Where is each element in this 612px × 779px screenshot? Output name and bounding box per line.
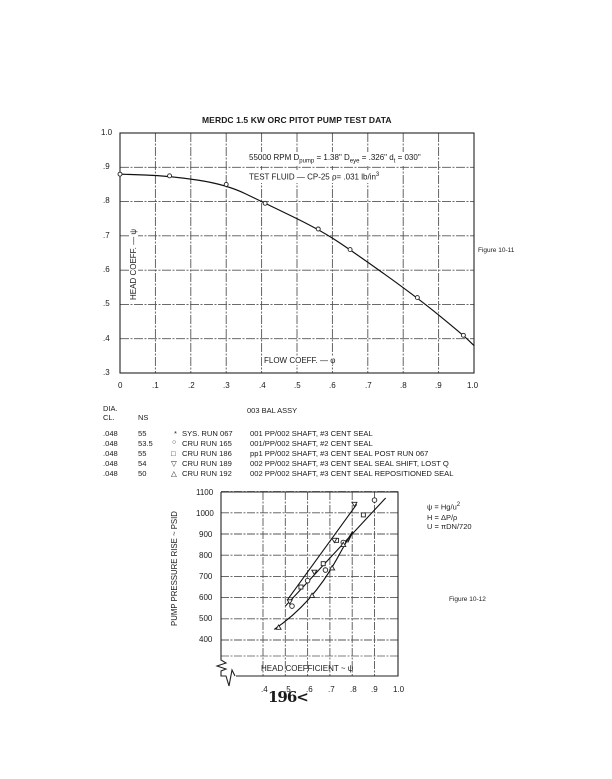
chart-title: MERDC 1.5 KW ORC PITOT PUMP TEST DATA xyxy=(202,115,392,125)
legend-header-cl: CL. xyxy=(103,413,115,422)
x-tick: .9 xyxy=(371,685,378,694)
handwritten-page-number: 196< xyxy=(268,688,309,706)
square-marker-icon xyxy=(320,561,326,567)
triangle-marker-icon xyxy=(308,592,316,598)
y-tick: .5 xyxy=(103,299,110,308)
y-tick: 500 xyxy=(199,614,213,623)
legend-header-dia: DIA. xyxy=(103,404,118,413)
formula-u: U = πDN/720 xyxy=(427,522,472,531)
legend-header-ns: NS xyxy=(138,413,149,422)
down-triangle-marker-icon xyxy=(286,599,294,606)
fit-line-circle xyxy=(284,497,387,607)
y-tick: .3 xyxy=(103,368,110,377)
down-triangle-marker-icon: ▽ xyxy=(171,459,177,468)
pump-spec-annotation: 55000 RPM Dpump = 1.38" Deye = .326" dt … xyxy=(246,152,424,166)
square-marker-icon xyxy=(360,512,366,518)
upper-x-axis-label: FLOW COEFF. — φ xyxy=(262,356,338,365)
triangle-marker-icon xyxy=(328,564,336,571)
data-point-marker xyxy=(315,226,321,232)
circle-marker-icon xyxy=(371,497,378,503)
x-tick: .8 xyxy=(350,685,357,694)
figure-10-11-label: Figure 10-11 xyxy=(478,247,515,254)
x-tick: .6 xyxy=(306,685,313,694)
down-triangle-marker-icon xyxy=(351,501,358,508)
circle-marker-icon xyxy=(322,567,329,573)
y-tick: .9 xyxy=(103,162,110,171)
circle-marker-icon xyxy=(304,577,311,584)
asterisk-marker-icon: * xyxy=(174,429,177,438)
data-point-marker xyxy=(167,173,173,179)
test-fluid-annotation: TEST FLUID — CP-25 ρ= .031 lb/in3 xyxy=(246,171,383,183)
x-tick: .8 xyxy=(400,381,407,390)
triangle-marker-icon xyxy=(339,541,347,548)
square-marker-icon: □ xyxy=(171,449,176,458)
fit-curve-triangle xyxy=(273,531,353,630)
x-tick: 1.0 xyxy=(393,685,405,694)
data-point-marker xyxy=(262,200,268,206)
y-tick: 400 xyxy=(199,635,213,644)
x-tick: 0 xyxy=(118,381,123,390)
down-triangle-marker-icon xyxy=(331,537,338,544)
formula-h: H = ΔP/ρ xyxy=(427,513,458,522)
legend-header-assy: 003 BAL ASSY xyxy=(247,406,298,415)
data-point-marker xyxy=(223,181,229,187)
plot-border xyxy=(221,491,399,677)
axis-break-icon xyxy=(215,492,236,687)
circle-marker-icon: ○ xyxy=(172,439,177,446)
triangle-marker-icon xyxy=(275,624,282,630)
y-tick: 1000 xyxy=(196,509,214,518)
y-tick: .7 xyxy=(103,231,110,240)
y-tick: 1.0 xyxy=(101,128,113,137)
data-point-marker xyxy=(414,295,420,301)
triangle-marker-icon: △ xyxy=(171,469,177,478)
x-tick: .5 xyxy=(284,685,291,694)
x-tick: .7 xyxy=(365,381,372,390)
x-tick: .2 xyxy=(188,381,195,390)
y-tick: .6 xyxy=(103,265,110,274)
x-tick: 1.0 xyxy=(467,381,479,390)
down-triangle-marker-icon xyxy=(311,569,318,576)
y-tick: 700 xyxy=(199,572,213,581)
y-tick: 1100 xyxy=(196,488,214,497)
circle-marker-icon xyxy=(289,603,295,609)
y-tick: 600 xyxy=(199,593,213,602)
x-tick: .9 xyxy=(435,381,442,390)
x-tick: .4 xyxy=(261,685,268,694)
fit-line-down-triangle xyxy=(287,503,358,601)
y-tick: .8 xyxy=(103,196,110,205)
data-point-marker xyxy=(117,171,123,177)
data-point-marker xyxy=(347,247,353,253)
figure-10-12-label: Figure 10-12 xyxy=(449,596,486,603)
formula-psi: ψ = Hg/u2 xyxy=(427,502,461,512)
data-point-marker xyxy=(460,332,466,338)
y-tick: 800 xyxy=(199,551,213,560)
x-tick: .1 xyxy=(152,381,159,390)
x-tick: .5 xyxy=(294,381,301,390)
x-tick: .3 xyxy=(223,381,230,390)
plot-border xyxy=(119,132,475,374)
square-marker-icon xyxy=(298,584,304,590)
y-tick: 900 xyxy=(199,530,213,539)
x-tick: .7 xyxy=(328,685,335,694)
x-tick: .6 xyxy=(329,381,336,390)
y-tick: .4 xyxy=(103,334,110,343)
x-tick: .4 xyxy=(259,381,266,390)
